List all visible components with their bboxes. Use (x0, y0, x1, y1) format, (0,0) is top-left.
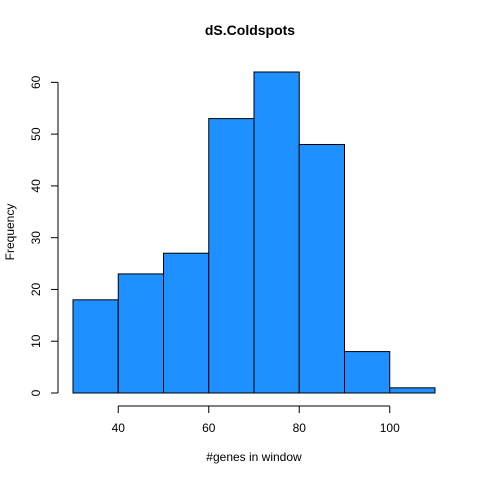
x-axis: 40 60 80 100 (112, 405, 400, 435)
histogram-bar-4 (253, 71, 300, 394)
histogram-bar-3 (208, 118, 255, 394)
y-tick-label-0: 0 (29, 389, 43, 396)
y-axis-label: Frequency (3, 204, 17, 261)
bars-group (72, 71, 436, 394)
y-axis: 0 10 20 30 40 50 60 (29, 75, 59, 396)
histogram-bar-6 (344, 351, 391, 394)
y-tick-label-1: 10 (29, 334, 43, 348)
x-tick-label-1: 60 (202, 421, 216, 435)
y-tick-label-3: 30 (29, 231, 43, 245)
y-tick-label-6: 60 (29, 75, 43, 89)
histogram-bar-2 (163, 252, 210, 394)
histogram-bar-1 (117, 273, 164, 394)
x-tick-label-2: 80 (293, 421, 307, 435)
y-tick-label-2: 20 (29, 282, 43, 296)
x-tick-label-0: 40 (112, 421, 126, 435)
y-tick-label-5: 50 (29, 127, 43, 141)
x-axis-label: #genes in window (206, 450, 302, 464)
y-tick-label-4: 40 (29, 179, 43, 193)
x-tick-label-3: 100 (380, 421, 400, 435)
histogram-bar-0 (72, 299, 119, 394)
histogram-bar-5 (298, 143, 345, 394)
histogram-bar-7 (389, 387, 436, 394)
chart-title: dS.Coldspots (205, 22, 295, 38)
